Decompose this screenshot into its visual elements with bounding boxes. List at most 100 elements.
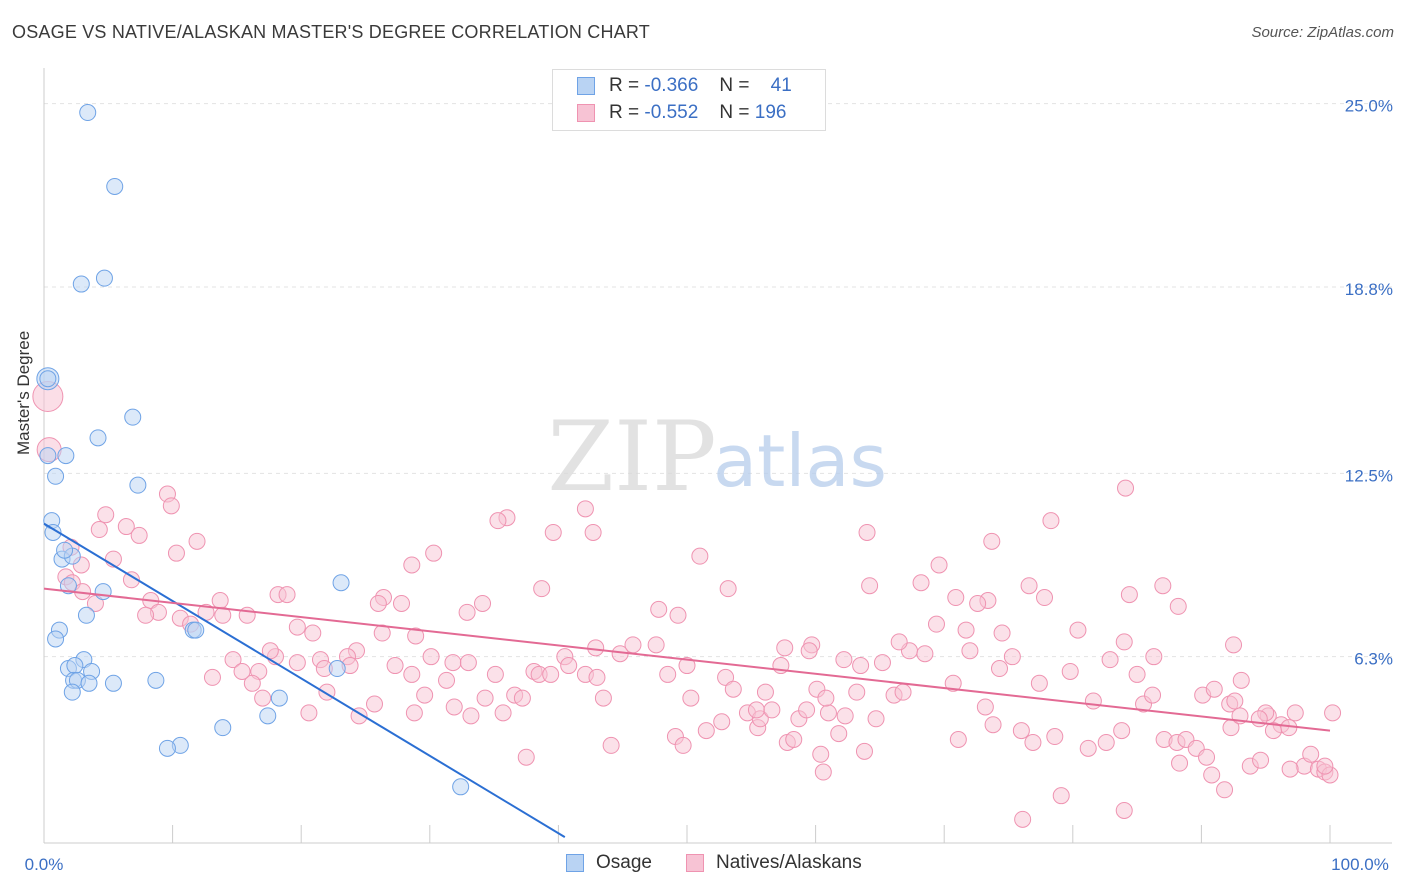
natives-point <box>203 668 221 686</box>
natives-point <box>1324 704 1342 722</box>
natives-point <box>1020 577 1038 595</box>
natives-point <box>944 674 962 692</box>
natives-point <box>560 657 578 675</box>
grid-lines <box>44 103 1392 658</box>
natives-point <box>1128 665 1146 683</box>
osage-n-value: 41 <box>770 75 792 96</box>
natives-point <box>1036 589 1054 607</box>
natives-point <box>1117 479 1135 497</box>
natives-point <box>647 636 665 654</box>
osage-legend-swatch <box>566 854 584 872</box>
natives-point <box>587 639 605 657</box>
osage-point <box>56 541 74 559</box>
natives-point <box>1115 801 1133 819</box>
x-tick-label-left: 0.0% <box>25 855 64 874</box>
natives-point <box>122 571 140 589</box>
natives-point <box>719 580 737 598</box>
natives-point <box>137 606 155 624</box>
natives-point <box>1061 662 1079 680</box>
natives-point <box>403 556 421 574</box>
natives-point <box>517 748 535 766</box>
osage-point <box>95 269 113 287</box>
natives-point <box>278 586 296 604</box>
natives-point <box>304 624 322 642</box>
natives-point <box>1046 728 1064 746</box>
natives-point <box>393 594 411 612</box>
natives-point <box>1198 748 1216 766</box>
osage-point <box>259 707 277 725</box>
osage-point <box>187 621 205 639</box>
osage-point <box>147 671 165 689</box>
natives-point <box>669 606 687 624</box>
osage-swatch <box>577 77 595 95</box>
natives-point <box>852 657 870 675</box>
natives-point <box>890 633 908 651</box>
natives-point <box>812 745 830 763</box>
natives-r-value: -0.552 <box>644 102 699 123</box>
natives-point <box>717 668 735 686</box>
natives-point <box>1079 739 1097 757</box>
natives-point <box>542 665 560 683</box>
natives-point <box>930 556 948 574</box>
y-tick-label: 18.8% <box>1345 280 1393 299</box>
osage-point <box>89 429 107 447</box>
natives-point <box>188 532 206 550</box>
natives-point <box>162 497 180 515</box>
natives-point <box>691 547 709 565</box>
natives-point <box>916 645 934 663</box>
natives-point <box>763 701 781 719</box>
natives-point <box>1225 636 1243 654</box>
natives-point <box>444 654 462 672</box>
osage-point <box>124 408 142 426</box>
natives-point <box>756 683 774 701</box>
natives-point <box>957 621 975 639</box>
natives-point <box>867 710 885 728</box>
osage-point <box>72 275 90 293</box>
natives-point <box>1024 733 1042 751</box>
natives-point <box>1084 692 1102 710</box>
natives-point <box>117 518 135 536</box>
natives-point <box>90 521 108 539</box>
osage-point <box>77 606 95 624</box>
natives-point <box>1120 586 1138 604</box>
natives-point <box>602 736 620 754</box>
natives-point <box>1205 680 1223 698</box>
natives-point <box>588 668 606 686</box>
osage-point <box>39 370 57 388</box>
natives-point <box>949 730 967 748</box>
natives-point <box>983 532 1001 550</box>
natives-point <box>407 627 425 645</box>
source-label: Source: ZipAtlas.com <box>1251 24 1394 41</box>
osage-legend-label: Osage <box>596 852 652 873</box>
natives-point <box>576 500 594 518</box>
osage-point <box>80 674 98 692</box>
natives-point <box>861 577 879 595</box>
natives-point <box>1203 766 1221 784</box>
natives-point <box>86 594 104 612</box>
watermark-zip: ZIP <box>547 401 716 513</box>
natives-point <box>254 689 272 707</box>
y-tick-label: 25.0% <box>1345 97 1393 116</box>
osage-point <box>66 657 84 675</box>
osage-point <box>328 660 346 678</box>
natives-point <box>476 689 494 707</box>
natives-point <box>486 665 504 683</box>
osage-point <box>47 630 65 648</box>
natives-point <box>961 642 979 660</box>
data-points <box>32 104 1342 828</box>
natives-point <box>489 512 507 530</box>
natives-point <box>1113 722 1131 740</box>
natives-point <box>1232 671 1250 689</box>
natives-point <box>835 651 853 669</box>
natives-point <box>405 704 423 722</box>
natives-point <box>747 701 765 719</box>
natives-point <box>800 642 818 660</box>
natives-point <box>984 716 1002 734</box>
natives-point <box>1097 733 1115 751</box>
natives-point <box>1286 704 1304 722</box>
natives-trend-line <box>43 587 1331 732</box>
natives-point <box>947 589 965 607</box>
natives-point <box>650 600 668 618</box>
osage-point <box>270 689 288 707</box>
